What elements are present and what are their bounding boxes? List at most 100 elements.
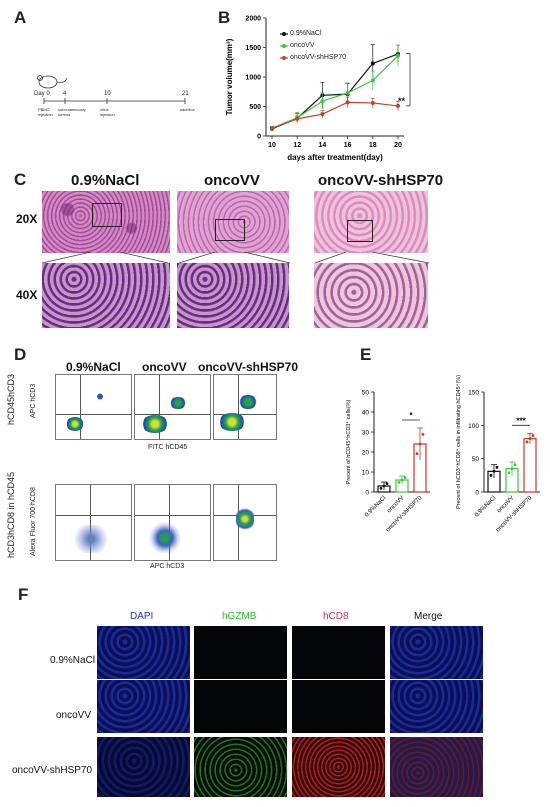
facs-shhsp70-cd8 <box>213 484 277 561</box>
if-nacl-hgzmb <box>194 626 287 679</box>
f-ch-hcd8: hCD8 <box>323 611 349 622</box>
tumor-volume-chart: 0 500 1000 1500 2000 10 12 14 16 18 20 days after t… <box>225 16 411 162</box>
category-label-0: 0.9%NaCl <box>364 495 387 518</box>
x-tick-label: 16 <box>344 142 352 149</box>
legend-nacl: 0.9%NaCl <box>290 30 322 37</box>
y-axis-label: Precent of hCD45⁺hCD3⁺ cells(%) <box>345 399 352 484</box>
y-tick-label: 50 <box>472 456 480 463</box>
d-col-nacl: 0.9%NaCl <box>66 360 121 374</box>
data-dot <box>382 484 386 488</box>
facs-nacl-cd8 <box>55 484 132 561</box>
c-col-oncovv: oncoVV <box>204 172 260 189</box>
category-label-2: oncoVV-shHSP70 <box>495 495 534 534</box>
panel-label-a: A <box>14 8 27 27</box>
timeline-virus: virus injection <box>100 107 115 117</box>
x-tick-label: 18 <box>369 142 377 149</box>
histo-shhsp70-40x <box>314 263 428 328</box>
data-dot <box>421 433 425 436</box>
x-axis-label: days after treatment(day) <box>287 153 383 162</box>
cd3cd8-bar-chart: 0 50 100 150 Precent of hCD3⁺hCD8⁺ cells in … <box>455 375 540 534</box>
data-dot <box>492 469 496 473</box>
d-col-shhsp70: oncoVV-shHSP70 <box>198 360 299 374</box>
f-ch-dapi: DAPI <box>130 611 154 622</box>
y-tick-label: 50 <box>362 390 370 397</box>
significance-mark: * <box>409 411 413 420</box>
if-nacl-merge <box>390 626 483 679</box>
data-dot <box>528 437 532 441</box>
legend-marker-1 <box>282 44 286 48</box>
histo-nacl-20x <box>42 191 170 253</box>
data-point <box>396 53 400 58</box>
series-line-0 <box>271 53 399 130</box>
category-label-2: oncoVV-shHSP70 <box>385 495 424 534</box>
d-row2-label: hCD3hCD8 in hCD45 <box>6 471 16 558</box>
c-row-20x: 20X <box>16 212 38 226</box>
f-ch-hgzmb: hGZMB <box>222 611 257 622</box>
data-dot <box>507 471 511 475</box>
if-oncovv-hgzmb <box>194 680 287 733</box>
data-point <box>370 61 375 66</box>
data-point <box>270 126 274 131</box>
legend-shhsp70: oncoVV-shHSP70 <box>290 54 347 61</box>
series-line-1 <box>271 55 399 129</box>
data-point <box>295 116 300 121</box>
if-shhsp70-hcd8 <box>292 737 385 797</box>
facs-shhsp70-cd45 <box>213 374 277 440</box>
data-dot <box>510 467 514 471</box>
facs-oncovv-cd8 <box>134 484 211 561</box>
c-col-nacl: 0.9%NaCl <box>71 172 140 189</box>
d-row1-label: hCD45hCD3 <box>6 373 16 425</box>
y-tick-label: 100 <box>468 423 479 430</box>
y-tick-label: 2000 <box>245 16 261 23</box>
timeline-subq: subcutaneously tumors <box>58 107 86 117</box>
data-point <box>320 112 325 117</box>
data-dot <box>400 478 404 482</box>
legend-marker-2 <box>282 56 286 60</box>
mouse-icon <box>37 75 68 89</box>
y-tick-label: 30 <box>362 430 370 437</box>
panel-label-b: B <box>218 8 231 27</box>
f-row-nacl: 0.9%NaCl <box>50 655 96 666</box>
d-row2-xaxis: APC hCD3 <box>150 563 185 570</box>
significance-bracket <box>406 53 411 107</box>
data-dot <box>525 440 529 444</box>
data-dot <box>418 442 422 446</box>
panel-label-d: D <box>14 345 27 364</box>
data-point <box>320 99 325 104</box>
if-shhsp70-dapi <box>97 737 190 797</box>
bar-2 <box>523 438 537 493</box>
timeline-sac: sacrifice <box>180 107 195 112</box>
facs-nacl-cd45 <box>55 374 132 440</box>
zoom-lines <box>41 252 430 264</box>
panel-label-e: E <box>360 345 372 364</box>
data-point <box>370 78 375 83</box>
f-ch-merge: Merge <box>414 611 443 622</box>
cd45cd3-bar-chart: 0 10 20 30 40 50 Precent of hCD45⁺hCD3⁺ cells(… <box>345 390 430 534</box>
panel-label-c: C <box>14 170 27 189</box>
histo-oncovv-20x <box>177 191 289 253</box>
timeline-pbmc: PBMC injection <box>38 107 53 117</box>
y-axis-label: Precent of hCD3⁺hCD8⁺ cells in infiltrat… <box>455 375 462 509</box>
legend-oncovv: oncoVV <box>290 42 315 49</box>
y-tick-label: 0 <box>365 490 369 497</box>
data-point <box>345 90 350 95</box>
category-label-0: 0.9%NaCl <box>474 495 497 518</box>
data-dot <box>495 465 499 469</box>
data-dot <box>531 434 535 437</box>
y-tick-label: 0 <box>257 134 261 141</box>
panel-label-f: F <box>18 585 29 604</box>
data-dot <box>397 481 401 484</box>
histo-shhsp70-20x <box>314 191 428 253</box>
facs-oncovv-cd45 <box>134 374 211 440</box>
y-tick-label: 20 <box>362 450 370 457</box>
x-tick-label: 14 <box>319 142 327 149</box>
d-col-oncovv: oncoVV <box>142 360 187 374</box>
data-point <box>370 100 375 105</box>
y-tick-label: 1000 <box>245 75 261 82</box>
timeline-day4: 4 <box>63 91 67 97</box>
data-dot <box>379 487 383 490</box>
y-tick-label: 500 <box>249 104 261 111</box>
data-dot <box>415 452 419 455</box>
if-nacl-hcd8 <box>292 626 385 679</box>
histo-oncovv-40x <box>177 263 289 328</box>
